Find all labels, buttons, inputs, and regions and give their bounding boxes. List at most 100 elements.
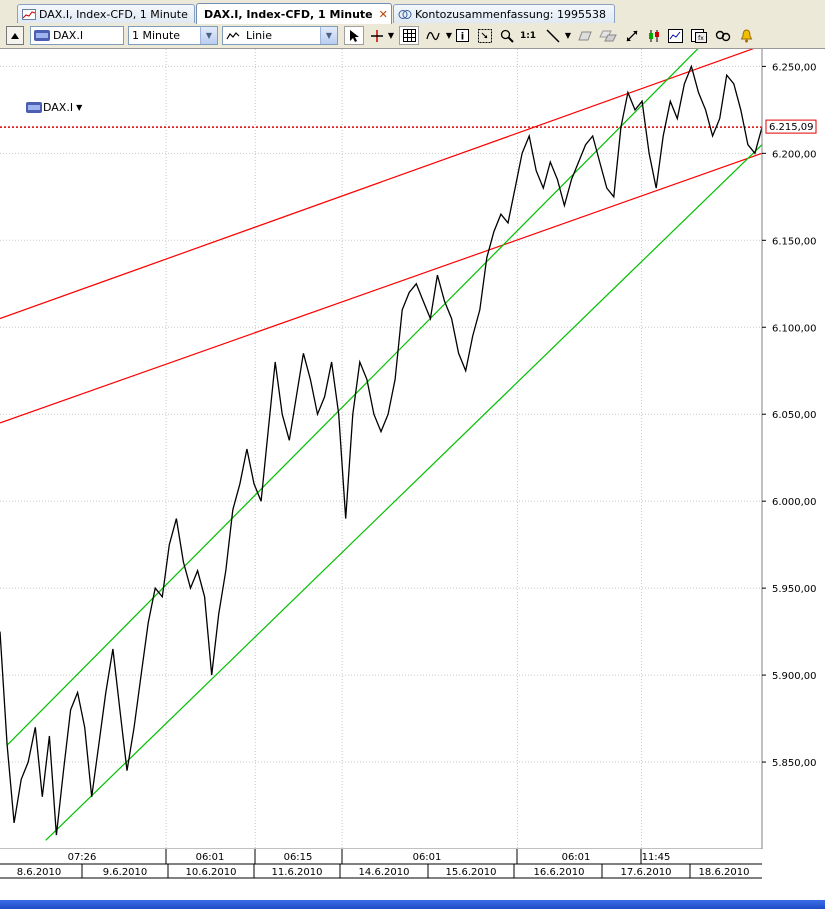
chart-settings-button[interactable] bbox=[666, 26, 684, 45]
tab-dax-chart-2[interactable]: DAX.I, Index-CFD, 1 Minute ✕ bbox=[196, 3, 392, 24]
symbol-input[interactable]: DAX.I bbox=[30, 26, 124, 45]
zoom-button[interactable] bbox=[498, 26, 516, 45]
tab-label: Kontozusammenfassung: 1995538 bbox=[415, 7, 606, 21]
chevron-down-icon[interactable]: ▼ bbox=[200, 27, 217, 44]
expand-icon bbox=[626, 30, 638, 41]
expand-button[interactable] bbox=[623, 26, 641, 45]
trendline-icon bbox=[546, 28, 560, 43]
interval-select[interactable]: 1 Minute ▼ bbox=[128, 26, 218, 45]
candles-button[interactable] bbox=[645, 26, 663, 45]
y-tick-label: 5.850,00 bbox=[772, 758, 817, 769]
channel-line-1-1 bbox=[45, 144, 763, 841]
info-icon: i bbox=[455, 29, 469, 43]
close-tab-icon[interactable]: ✕ bbox=[378, 7, 388, 21]
y-tick-label: 6.200,00 bbox=[772, 149, 817, 160]
series-dax bbox=[0, 64, 763, 836]
y-tick-label: 5.950,00 bbox=[772, 584, 817, 595]
crosshair-button[interactable] bbox=[368, 26, 386, 45]
eraser-button[interactable] bbox=[576, 26, 594, 45]
magnifier-icon bbox=[500, 29, 514, 43]
y-tick-label: 6.250,00 bbox=[772, 62, 817, 73]
current-price-tag: 6.215,09 bbox=[765, 119, 817, 134]
date-label: 15.6.2010 bbox=[446, 867, 497, 878]
grid-icon bbox=[402, 29, 416, 42]
chevron-down-icon[interactable]: ▼ bbox=[320, 27, 337, 44]
trendline-dropdown[interactable]: ▼ bbox=[563, 26, 573, 45]
chevron-down-icon: ▼ bbox=[76, 103, 83, 112]
tab-label: DAX.I, Index-CFD, 1 Minute bbox=[204, 7, 373, 21]
trend-channels bbox=[0, 44, 763, 841]
chart-toolbar: DAX.I 1 Minute ▼ Linie ▼ ▼ ▼ i 1:1 ▼ bbox=[0, 24, 825, 48]
svg-text:fx: fx bbox=[698, 35, 704, 42]
collapse-button[interactable] bbox=[6, 26, 24, 45]
time-label: 06:15 bbox=[284, 852, 313, 863]
date-label: 18.6.2010 bbox=[699, 867, 750, 878]
chart-symbol: DAX.I bbox=[43, 101, 74, 114]
time-label: 06:01 bbox=[413, 852, 442, 863]
y-tick-label: 6.000,00 bbox=[772, 497, 817, 508]
ratio-button[interactable]: 1:1 bbox=[519, 30, 537, 41]
channel-line-0-0 bbox=[0, 44, 763, 320]
export-icon: fx bbox=[691, 28, 707, 43]
y-tick-label: 5.900,00 bbox=[772, 671, 817, 682]
indicator-icon bbox=[426, 31, 440, 40]
symbol-value: DAX.I bbox=[53, 29, 84, 42]
chart-settings-icon bbox=[667, 28, 683, 43]
date-label: 16.6.2010 bbox=[534, 867, 585, 878]
chart-type-value: Linie bbox=[246, 29, 272, 42]
cfd-icon bbox=[26, 102, 42, 113]
tab-label: DAX.I, Index-CFD, 1 Minute bbox=[39, 7, 188, 21]
erase-all-icon bbox=[599, 30, 617, 41]
line-chart-icon bbox=[226, 31, 240, 39]
crosshair-dropdown[interactable]: ▼ bbox=[386, 26, 396, 45]
chart-grid bbox=[0, 49, 762, 849]
bell-icon bbox=[740, 28, 752, 42]
info-button[interactable]: i bbox=[454, 26, 470, 45]
date-label: 8.6.2010 bbox=[17, 867, 62, 878]
link-icon bbox=[715, 30, 731, 41]
date-label: 17.6.2010 bbox=[621, 867, 672, 878]
date-label: 11.6.2010 bbox=[272, 867, 323, 878]
tab-dax-chart-1[interactable]: DAX.I, Index-CFD, 1 Minute bbox=[17, 4, 195, 23]
link-button[interactable] bbox=[714, 26, 732, 45]
zoom-area-icon bbox=[478, 28, 492, 43]
indicator-dropdown[interactable]: ▼ bbox=[444, 26, 454, 45]
trendline-button[interactable] bbox=[543, 26, 563, 45]
time-label: 11:45 bbox=[642, 852, 671, 863]
eraser-icon bbox=[578, 31, 592, 40]
date-label: 14.6.2010 bbox=[359, 867, 410, 878]
x-axis: 07:26 06:01 06:15 06:01 06:01 11:45 8.6.2010 9.… bbox=[0, 849, 762, 879]
indicator-button[interactable] bbox=[424, 26, 444, 45]
chart-area[interactable]: 5.850,00 5.900,00 5.950,00 6.000,00 6.050,00… bbox=[0, 44, 825, 901]
pointer-tool-button[interactable] bbox=[344, 26, 364, 45]
chart-symbol-label[interactable]: DAX.I ▼ bbox=[26, 101, 83, 114]
date-label: 10.6.2010 bbox=[186, 867, 237, 878]
zoom-area-button[interactable] bbox=[476, 26, 494, 45]
chart-type-select[interactable]: Linie ▼ bbox=[222, 26, 338, 45]
candle-icon bbox=[648, 29, 659, 42]
tab-bar: DAX.I, Index-CFD, 1 Minute DAX.I, Index-… bbox=[0, 0, 825, 25]
cursor-icon bbox=[350, 29, 359, 42]
svg-text:i: i bbox=[460, 32, 463, 43]
delete-drawings-button[interactable] bbox=[598, 26, 618, 45]
y-axis: 5.850,00 5.900,00 5.950,00 6.000,00 6.050,00… bbox=[762, 62, 817, 769]
triangle-up-icon bbox=[11, 32, 19, 39]
grid-toggle-button[interactable] bbox=[399, 26, 419, 45]
chevron-down-icon: ▼ bbox=[445, 31, 453, 40]
interval-value: 1 Minute bbox=[132, 29, 181, 42]
y-tick-label: 6.100,00 bbox=[772, 323, 817, 334]
alert-button[interactable] bbox=[737, 26, 755, 45]
channel-line-1-0 bbox=[7, 45, 702, 746]
chart-icon bbox=[22, 8, 36, 20]
export-button[interactable]: fx bbox=[689, 26, 709, 45]
channel-line-0-1 bbox=[0, 152, 763, 424]
current-price-label: 6.215,09 bbox=[769, 122, 814, 133]
time-label: 07:26 bbox=[68, 852, 97, 863]
account-icon bbox=[398, 9, 412, 19]
crosshair-icon bbox=[371, 29, 383, 42]
tab-account-summary[interactable]: Kontozusammenfassung: 1995538 bbox=[393, 4, 615, 23]
y-tick-label: 6.150,00 bbox=[772, 236, 817, 247]
date-label: 9.6.2010 bbox=[103, 867, 148, 878]
time-label: 06:01 bbox=[562, 852, 591, 863]
price-chart[interactable]: 5.850,00 5.900,00 5.950,00 6.000,00 6.050,00… bbox=[0, 44, 825, 901]
